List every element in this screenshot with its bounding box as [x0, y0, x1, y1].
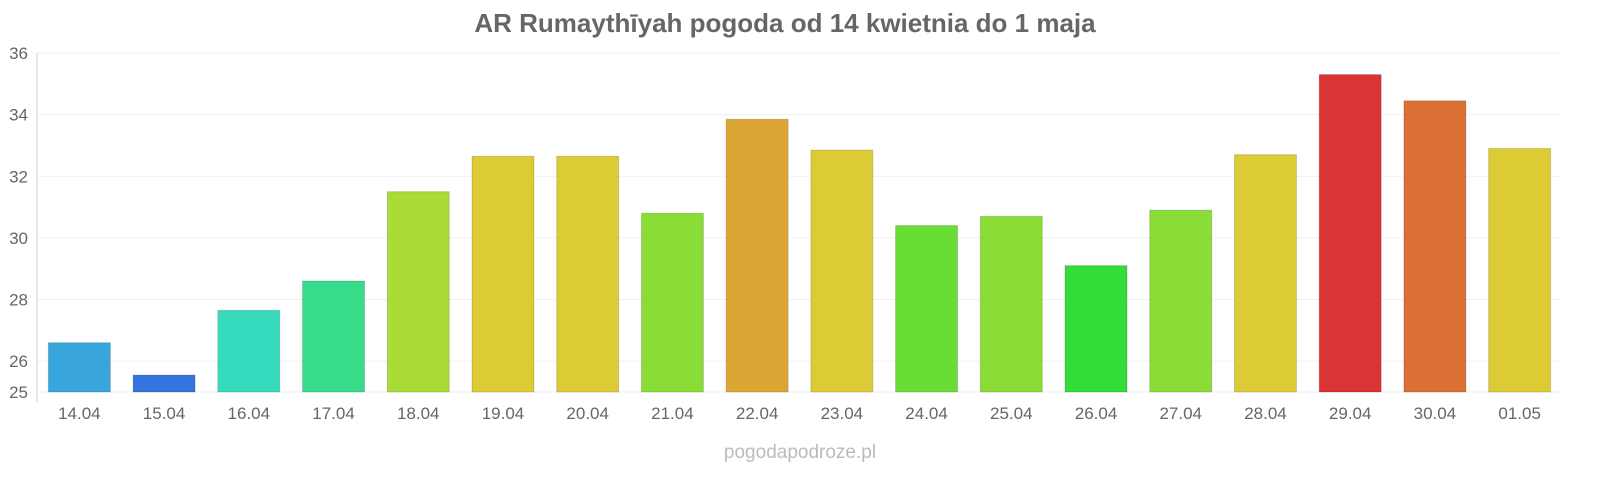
credit-text: pogodapodroze.pl — [724, 442, 876, 463]
bar-17.04 — [302, 280, 366, 393]
x-tick-label: 01.05 — [1498, 404, 1541, 423]
x-tick-label: 20.04 — [566, 404, 609, 423]
x-tick-label: 29.04 — [1329, 404, 1372, 423]
x-axis: 14.04 15.04 16.04 17.04 18.04 19.04 20.04 21.04… — [58, 404, 1541, 423]
x-tick-label: 24.04 — [905, 404, 948, 423]
x-tick-label: 30.04 — [1414, 404, 1457, 423]
x-tick-label: 28.04 — [1244, 404, 1287, 423]
bar-24.04 — [895, 225, 959, 393]
bar-01.05 — [1488, 148, 1552, 393]
bar-14.04 — [47, 342, 111, 393]
bar-19.04 — [471, 155, 535, 393]
bar-23.04 — [810, 149, 874, 393]
x-tick-label: 23.04 — [821, 404, 864, 423]
y-tick-label: 26 — [9, 352, 28, 371]
x-tick-label: 27.04 — [1159, 404, 1202, 423]
bar-15.04 — [132, 374, 196, 393]
bar-16.04 — [217, 309, 281, 393]
x-tick-label: 18.04 — [397, 404, 440, 423]
bar-25.04 — [979, 215, 1043, 393]
y-axis: 25 26 28 30 32 34 36 — [9, 44, 38, 402]
y-tick-label: 28 — [9, 291, 28, 310]
bar-29.04 — [1318, 74, 1382, 393]
bar-26.04 — [1064, 265, 1128, 393]
x-tick-label: 26.04 — [1075, 404, 1118, 423]
x-tick-label: 25.04 — [990, 404, 1033, 423]
x-tick-label: 19.04 — [482, 404, 525, 423]
x-tick-label: 21.04 — [651, 404, 694, 423]
bar-20.04 — [556, 155, 620, 393]
bar-30.04 — [1403, 100, 1467, 393]
x-tick-label: 17.04 — [312, 404, 355, 423]
y-tick-label: 34 — [9, 106, 28, 125]
x-tick-label: 14.04 — [58, 404, 101, 423]
grid — [37, 52, 1562, 393]
x-tick-label: 16.04 — [228, 404, 271, 423]
bar-21.04 — [640, 212, 704, 393]
bars — [47, 74, 1552, 393]
y-tick-label: 30 — [9, 229, 28, 248]
bar-18.04 — [386, 191, 450, 393]
bar-27.04 — [1149, 209, 1213, 393]
x-tick-label: 22.04 — [736, 404, 779, 423]
y-tick-label: 25 — [9, 383, 28, 402]
bar-28.04 — [1233, 154, 1297, 393]
x-tick-label: 15.04 — [143, 404, 186, 423]
chart-title: AR Rumaythīyah pogoda od 14 kwietnia do … — [474, 8, 1096, 38]
bar-22.04 — [725, 118, 789, 393]
y-tick-label: 36 — [9, 44, 28, 63]
y-tick-label: 32 — [9, 167, 28, 186]
